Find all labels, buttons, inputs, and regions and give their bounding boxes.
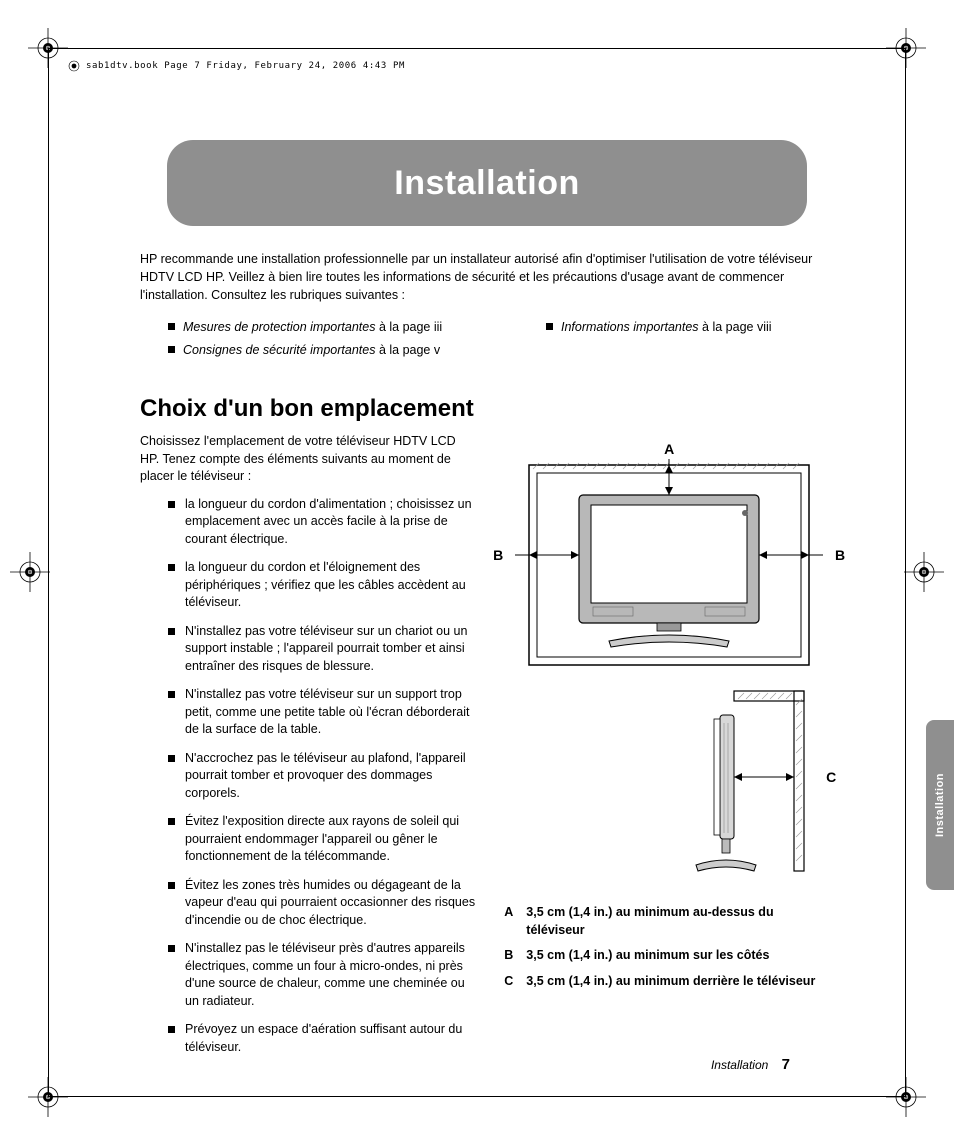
footer-page-number: 7: [782, 1056, 790, 1073]
ref-tail: à la page v: [375, 343, 440, 357]
bullet-text: la longueur du cordon et l'éloignement d…: [185, 559, 476, 612]
bullet-item: N'installez pas votre téléviseur sur un …: [168, 623, 476, 676]
bullet-icon: [168, 945, 175, 952]
header-meta-text: sab1dtv.book Page 7 Friday, February 24,…: [86, 61, 405, 71]
bullet-item: la longueur du cordon d'alimentation ; c…: [168, 496, 476, 549]
bullet-icon: [546, 323, 553, 330]
crop-mark-icon: [904, 552, 944, 592]
ref-item: Mesures de protection importantes à la p…: [168, 316, 456, 339]
intro-paragraph: HP recommande une installation professio…: [140, 250, 834, 304]
page-title: Installation: [394, 164, 579, 203]
meta-dot-icon: [68, 60, 80, 72]
ref-tail: à la page iii: [375, 320, 442, 334]
section-side-tab: Installation: [926, 720, 954, 890]
clearance-row: B3,5 cm (1,4 in.) au minimum sur les côt…: [504, 947, 834, 965]
frame-line: [48, 48, 49, 1097]
bullet-text: N'installez pas le téléviseur près d'aut…: [185, 940, 476, 1010]
frame-line: [905, 48, 906, 1097]
bullet-text: Évitez les zones très humides ou dégagea…: [185, 877, 476, 930]
bullet-text: N'accrochez pas le téléviseur au plafond…: [185, 750, 476, 803]
reference-links: Mesures de protection importantes à la p…: [140, 316, 834, 361]
bullet-icon: [168, 755, 175, 762]
ref-item: Consignes de sécurité importantes à la p…: [168, 339, 456, 362]
bullet-icon: [168, 691, 175, 698]
ref-italic: Informations importantes: [561, 320, 699, 334]
bullet-item: N'accrochez pas le téléviseur au plafond…: [168, 750, 476, 803]
bullet-list: la longueur du cordon d'alimentation ; c…: [140, 496, 476, 1057]
diagram-label-c: C: [826, 769, 836, 785]
header-meta: sab1dtv.book Page 7 Friday, February 24,…: [68, 60, 886, 72]
crop-mark-icon: [10, 552, 50, 592]
diagram-label-b-right: B: [835, 547, 845, 563]
clearance-letter: C: [504, 973, 526, 991]
diagram-label-b-left: B: [493, 547, 503, 563]
bullet-item: Évitez les zones très humides ou dégagea…: [168, 877, 476, 930]
bullet-item: Prévoyez un espace d'aération suffisant …: [168, 1021, 476, 1056]
bullet-icon: [168, 818, 175, 825]
bullet-text: Prévoyez un espace d'aération suffisant …: [185, 1021, 476, 1056]
bullet-icon: [168, 628, 175, 635]
ref-tail: à la page viii: [699, 320, 772, 334]
ref-item: Informations importantes à la page viii: [546, 316, 834, 339]
clearance-row: A3,5 cm (1,4 in.) au minimum au-dessus d…: [504, 904, 834, 939]
bullet-text: N'installez pas votre téléviseur sur un …: [185, 623, 476, 676]
bullet-item: N'installez pas votre téléviseur sur un …: [168, 686, 476, 739]
bullet-item: N'installez pas le téléviseur près d'aut…: [168, 940, 476, 1010]
frame-line: [48, 1096, 906, 1097]
bullet-icon: [168, 1026, 175, 1033]
page-title-banner: Installation: [167, 140, 807, 226]
clearance-diagram-side: C: [644, 689, 814, 884]
page-footer: Installation 7: [711, 1056, 790, 1073]
diagram-label-a: A: [664, 441, 674, 457]
lead-paragraph: Choisissez l'emplacement de votre télévi…: [140, 433, 476, 486]
bullet-text: N'installez pas votre téléviseur sur un …: [185, 686, 476, 739]
tv-front-icon: [509, 441, 829, 671]
ref-italic: Mesures de protection importantes: [183, 320, 375, 334]
footer-section: Installation: [711, 1058, 768, 1072]
bullet-icon: [168, 564, 175, 571]
clearance-list: A3,5 cm (1,4 in.) au minimum au-dessus d…: [504, 904, 834, 990]
bullet-item: Évitez l'exposition directe aux rayons d…: [168, 813, 476, 866]
clearance-letter: B: [504, 947, 526, 965]
ref-italic: Consignes de sécurité importantes: [183, 343, 375, 357]
side-tab-label: Installation: [934, 773, 946, 837]
clearance-text: 3,5 cm (1,4 in.) au minimum sur les côté…: [526, 947, 769, 965]
crop-mark-icon: [886, 1077, 926, 1117]
clearance-text: 3,5 cm (1,4 in.) au minimum au-dessus du…: [526, 904, 834, 939]
bullet-text: la longueur du cordon d'alimentation ; c…: [185, 496, 476, 549]
bullet-icon: [168, 882, 175, 889]
tv-side-icon: [644, 689, 814, 879]
bullet-icon: [168, 323, 175, 330]
bullet-icon: [168, 501, 175, 508]
bullet-icon: [168, 346, 175, 353]
bullet-text: Évitez l'exposition directe aux rayons d…: [185, 813, 476, 866]
clearance-diagram-front: A B B: [509, 441, 829, 671]
clearance-row: C3,5 cm (1,4 in.) au minimum derrière le…: [504, 973, 834, 991]
frame-line: [48, 48, 906, 49]
clearance-letter: A: [504, 904, 526, 939]
clearance-text: 3,5 cm (1,4 in.) au minimum derrière le …: [526, 973, 815, 991]
section-heading: Choix d'un bon emplacement: [140, 395, 834, 423]
bullet-item: la longueur du cordon et l'éloignement d…: [168, 559, 476, 612]
